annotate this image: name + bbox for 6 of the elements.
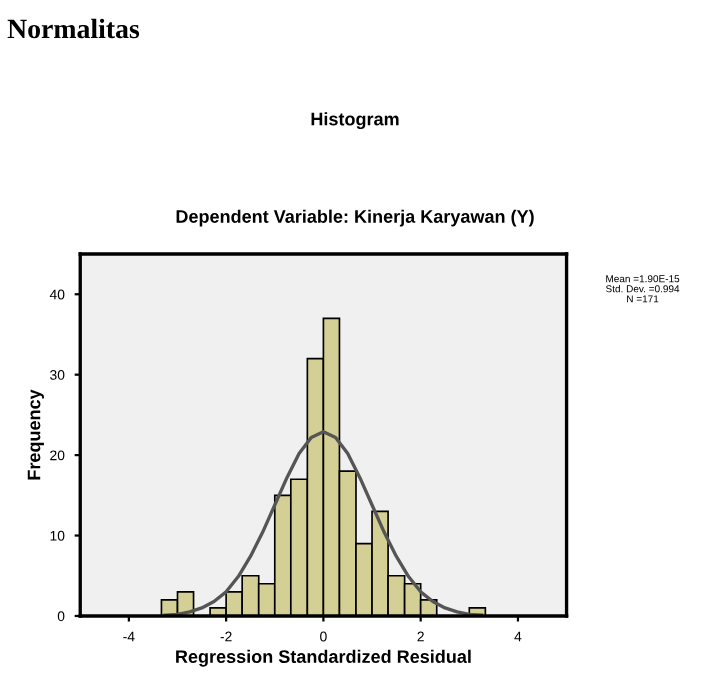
- x-axis-title: Regression Standardized Residual: [176, 649, 471, 667]
- chart-title: Histogram: [311, 112, 399, 130]
- y-axis-title: Frequency: [27, 389, 44, 480]
- line-series: [163, 430, 484, 616]
- chart-subtitle: Dependent Variable: Kinerja Karyawan (Y): [176, 209, 534, 227]
- text: Normalitas: [7, 18, 140, 39]
